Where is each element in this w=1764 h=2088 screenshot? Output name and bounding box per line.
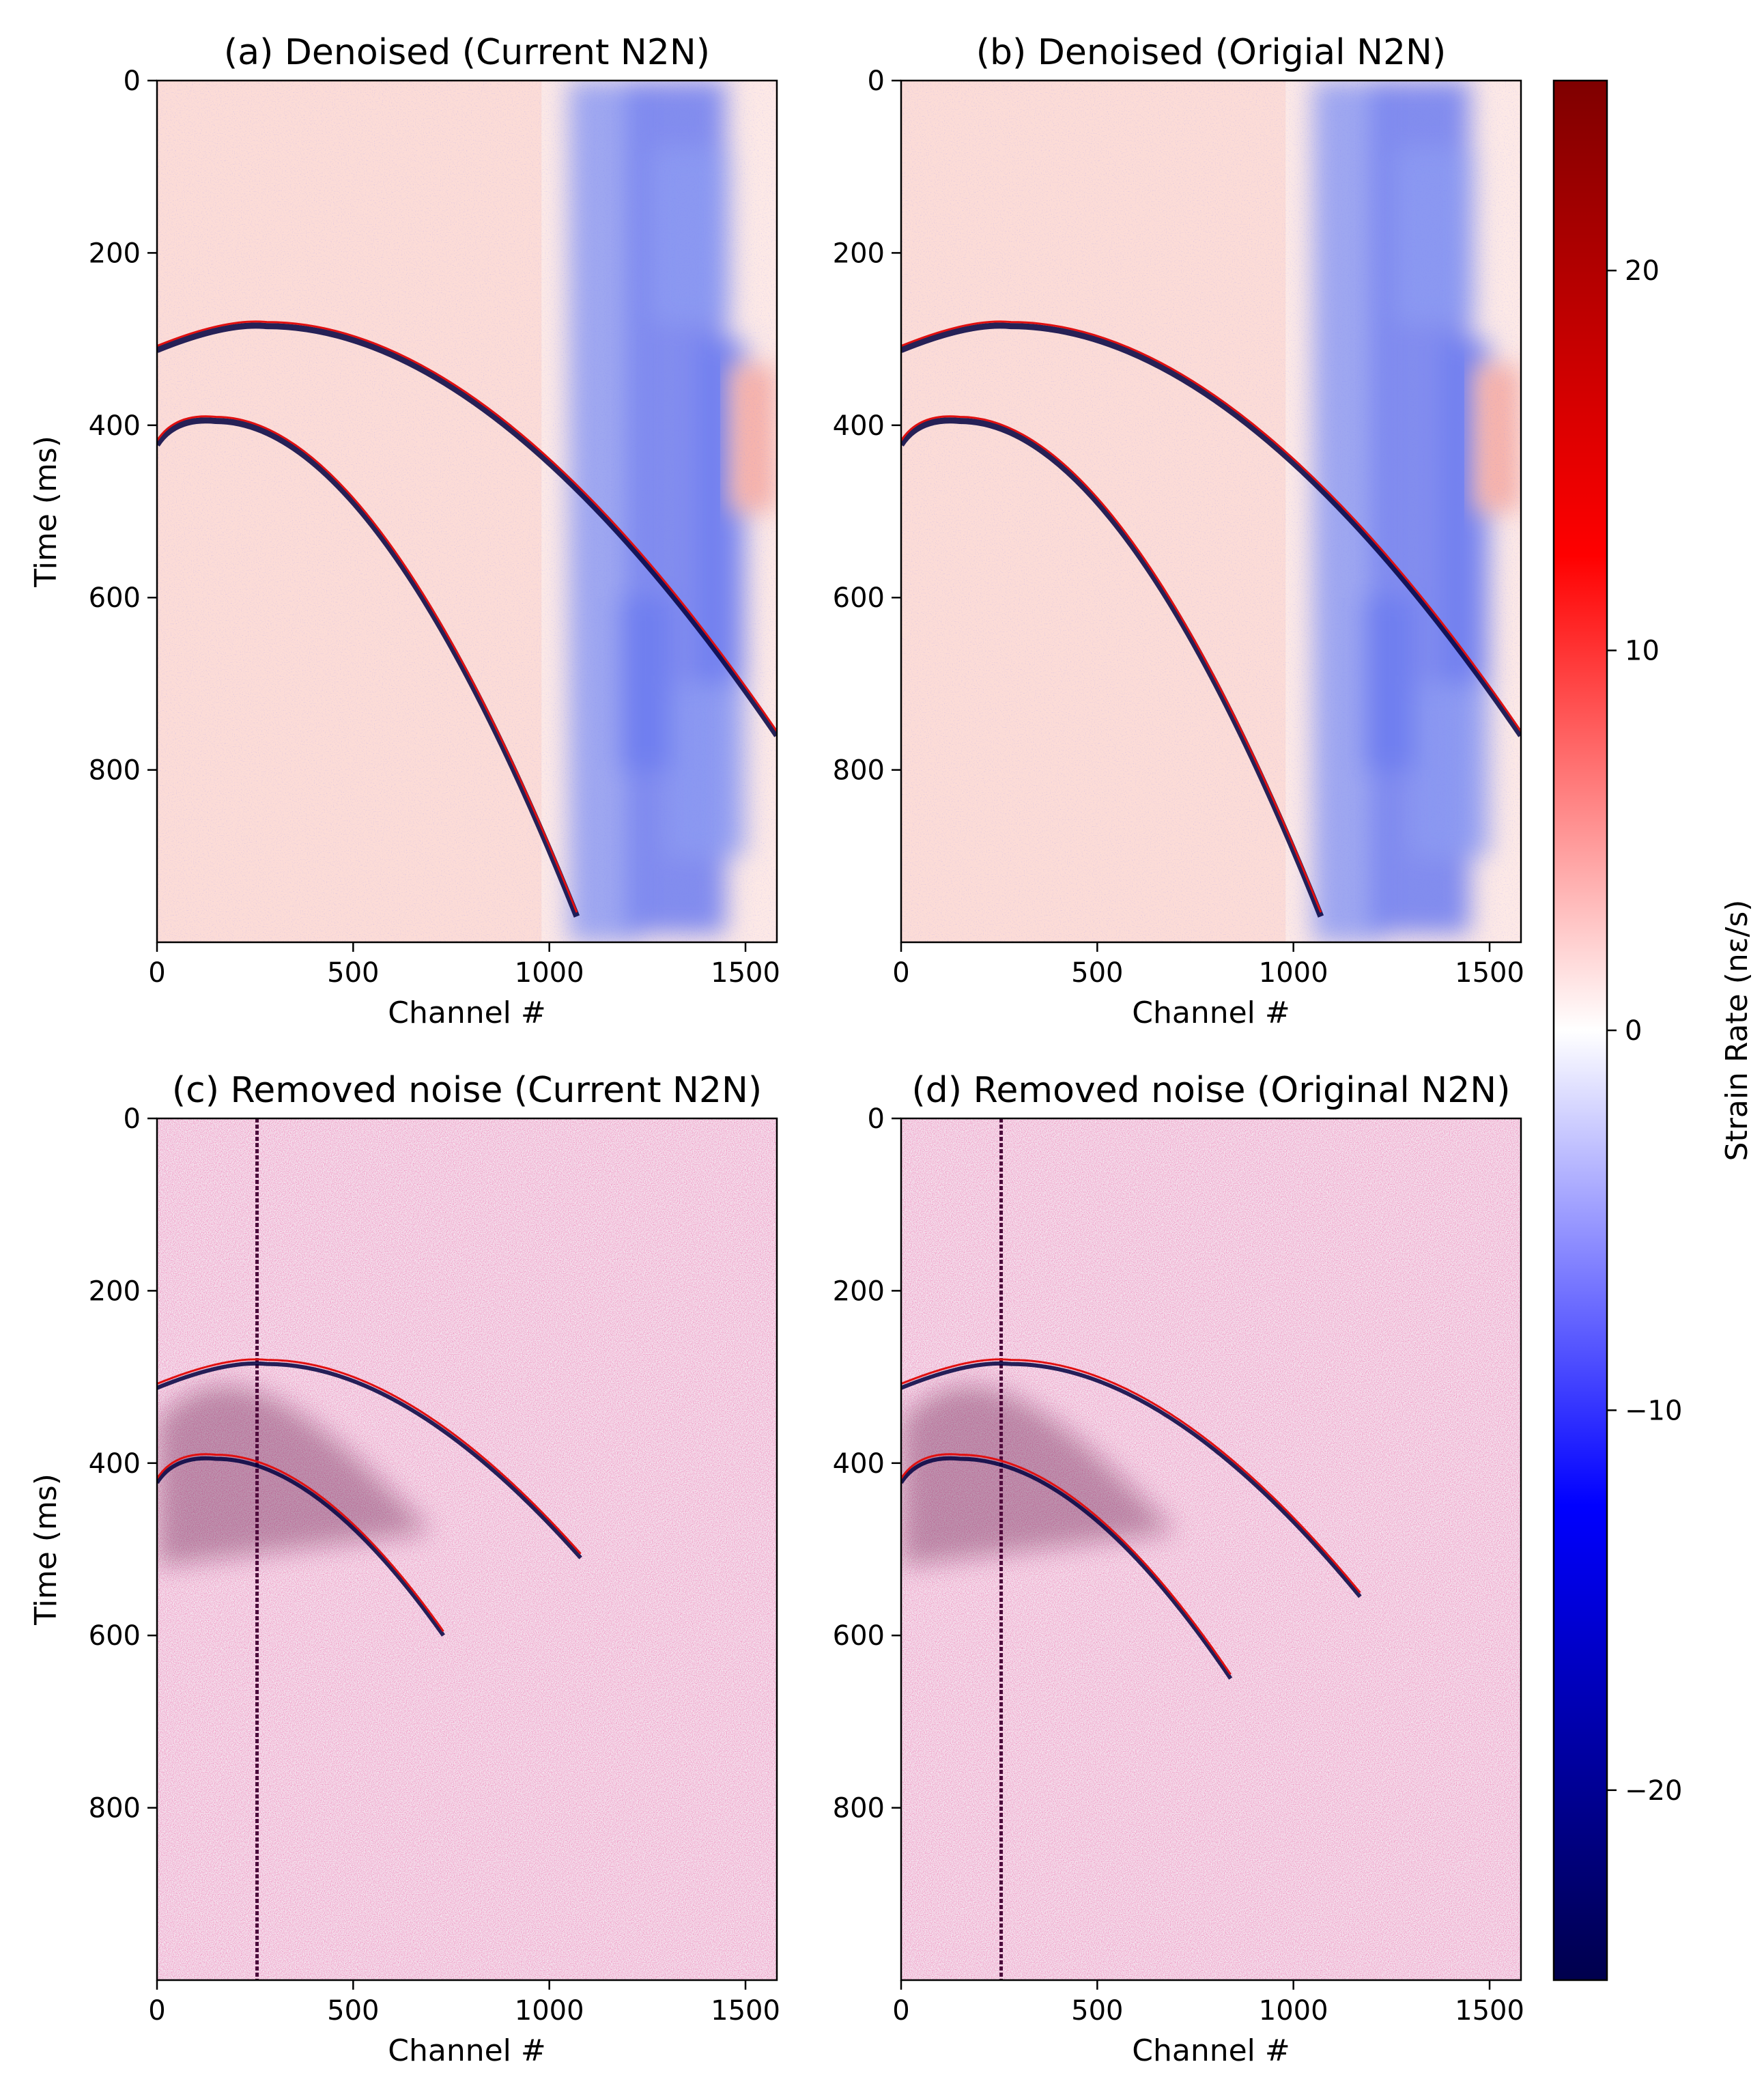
colorbar-tick-label: −20 bbox=[1625, 1775, 1682, 1807]
x-axis-label: Channel # bbox=[388, 2033, 546, 2068]
x-axis-label: Channel # bbox=[388, 996, 546, 1030]
x-axis-label: Channel # bbox=[1132, 2033, 1290, 2068]
y-tick-label: 200 bbox=[833, 1275, 885, 1307]
y-tick-label: 400 bbox=[89, 410, 141, 442]
y-tick-label: 800 bbox=[89, 1793, 141, 1824]
x-tick-label: 1500 bbox=[1455, 957, 1524, 989]
x-tick-label: 500 bbox=[1071, 1995, 1123, 2027]
panel-title: (c) Removed noise (Current N2N) bbox=[172, 1070, 762, 1111]
axes-frame bbox=[156, 79, 778, 944]
x-tick-label: 0 bbox=[892, 1995, 909, 2027]
y-tick-label: 600 bbox=[833, 1620, 885, 1652]
axes-frame bbox=[156, 1117, 778, 1981]
y-axis-label: Time (ms) bbox=[29, 1473, 63, 1626]
y-tick-label: 400 bbox=[833, 410, 885, 442]
y-axis-label: Time (ms) bbox=[29, 436, 63, 588]
arrival-2-trough bbox=[901, 417, 1324, 918]
arrival-1-trough bbox=[157, 1361, 582, 1560]
arrival-1-peak bbox=[157, 320, 777, 732]
axes-frame bbox=[900, 79, 1522, 944]
arrival-2-trough bbox=[901, 1456, 1233, 1680]
arrival-1-trough bbox=[157, 322, 777, 737]
texture-overlay bbox=[157, 81, 777, 942]
y-tick-label: 200 bbox=[833, 238, 885, 269]
arrival-1-peak bbox=[157, 1358, 582, 1555]
y-tick-label: 0 bbox=[868, 1103, 885, 1135]
colorbar-tick-label: 0 bbox=[1625, 1015, 1642, 1047]
y-tick-label: 400 bbox=[89, 1448, 141, 1480]
panel-c: 0 500 1000 1500 0 200 400 600 800 (c) Removed noi… bbox=[29, 1070, 780, 2068]
energy-cloud bbox=[157, 1385, 432, 1567]
colorbar-label: Strain Rate (nε/s) bbox=[1720, 900, 1754, 1161]
x-tick-label: 1000 bbox=[1259, 957, 1328, 989]
x-tick-label: 1000 bbox=[515, 1995, 584, 2027]
colorbar: 20 10 0 −10 −20 Strain Rate (nε/s) bbox=[1552, 79, 1754, 1981]
x-axis-label: Channel # bbox=[1132, 996, 1290, 1030]
x-tick-label: 0 bbox=[892, 957, 909, 989]
x-tick-label: 1500 bbox=[1455, 1995, 1524, 2027]
arrival-2-peak bbox=[901, 1453, 1232, 1676]
y-tick-label: 600 bbox=[89, 582, 141, 614]
panel-title: (a) Denoised (Current N2N) bbox=[224, 32, 710, 73]
y-tick-label: 0 bbox=[124, 66, 141, 97]
x-tick-label: 0 bbox=[148, 957, 165, 989]
panel-title: (b) Denoised (Origial N2N) bbox=[976, 32, 1447, 73]
arrival-1-peak bbox=[901, 320, 1521, 732]
y-tick-label: 600 bbox=[833, 582, 885, 614]
arrival-2-peak bbox=[901, 415, 1322, 913]
heatmap-image bbox=[157, 1118, 777, 1980]
colorbar-tick-label: −10 bbox=[1625, 1395, 1682, 1426]
y-tick-label: 200 bbox=[89, 1275, 141, 1307]
x-tick-label: 500 bbox=[1071, 957, 1123, 989]
x-tick-label: 1500 bbox=[711, 957, 780, 989]
colorbar-tick-label: 20 bbox=[1625, 255, 1660, 287]
x-tick-label: 500 bbox=[327, 957, 379, 989]
arrival-1-trough bbox=[901, 322, 1521, 737]
arrival-2-trough bbox=[157, 417, 580, 918]
axes-frame bbox=[900, 1117, 1522, 1981]
y-tick-label: 600 bbox=[89, 1620, 141, 1652]
arrival-2-peak bbox=[157, 415, 578, 913]
arrival-2-trough bbox=[157, 1456, 445, 1637]
y-tick-label: 800 bbox=[833, 755, 885, 787]
y-tick-label: 400 bbox=[833, 1448, 885, 1480]
heatmap-image bbox=[901, 1118, 1521, 1980]
y-tick-label: 800 bbox=[833, 1793, 885, 1824]
x-tick-label: 1000 bbox=[1259, 1995, 1328, 2027]
panel-title: (d) Removed noise (Original N2N) bbox=[912, 1070, 1511, 1111]
arrival-1-peak bbox=[901, 1358, 1361, 1594]
x-tick-label: 1000 bbox=[515, 957, 584, 989]
x-tick-label: 1500 bbox=[711, 1995, 780, 2027]
arrival-2-peak bbox=[157, 1453, 444, 1633]
x-tick-label: 0 bbox=[148, 1995, 165, 2027]
colorbar-tick-label: 10 bbox=[1625, 636, 1660, 667]
y-tick-label: 0 bbox=[124, 1103, 141, 1135]
x-tick-label: 500 bbox=[327, 1995, 379, 2027]
texture-overlay bbox=[901, 81, 1521, 942]
panel-d: 0 500 1000 1500 0 200 400 600 800 (d) Removed noi… bbox=[833, 1070, 1524, 2068]
arrival-1-trough bbox=[901, 1361, 1362, 1598]
panel-b: 0 500 1000 1500 0 200 400 600 800 (b) Denoised (O… bbox=[833, 32, 1524, 1030]
heatmap-image bbox=[157, 81, 777, 942]
colorbar-gradient bbox=[1554, 81, 1607, 1980]
heatmap-image bbox=[901, 81, 1521, 942]
panel-a: 0 500 1000 1500 0 200 400 600 800 (a) Denoised (C… bbox=[29, 32, 780, 1030]
y-tick-label: 0 bbox=[868, 66, 885, 97]
y-tick-label: 200 bbox=[89, 238, 141, 269]
y-tick-label: 800 bbox=[89, 755, 141, 787]
